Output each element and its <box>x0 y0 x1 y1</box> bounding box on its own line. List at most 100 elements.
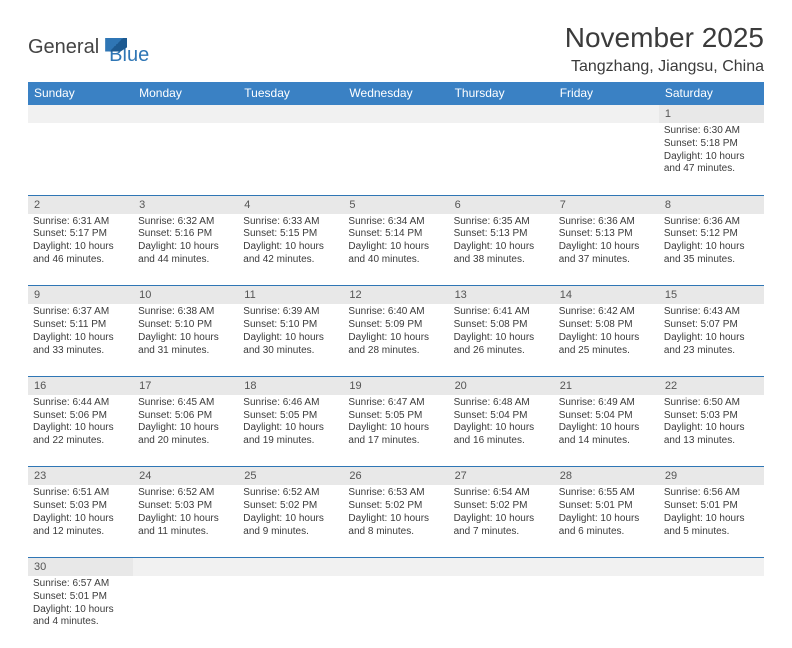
sunset-line: Sunset: 5:10 PM <box>138 319 233 332</box>
day-cell: Sunrise: 6:47 AMSunset: 5:05 PMDaylight:… <box>343 395 448 467</box>
daylight-line: Daylight: 10 hours and 33 minutes. <box>33 332 128 358</box>
sunset-line: Sunset: 5:04 PM <box>559 410 654 423</box>
sunrise-line: Sunrise: 6:42 AM <box>559 306 654 319</box>
day-number: 18 <box>244 380 256 392</box>
daynum-cell: 9 <box>28 286 133 305</box>
sunset-line: Sunset: 5:01 PM <box>559 500 654 513</box>
sunset-line: Sunset: 5:06 PM <box>138 410 233 423</box>
daynum-cell <box>449 557 554 576</box>
sunset-line: Sunset: 5:08 PM <box>559 319 654 332</box>
daylight-line: Daylight: 10 hours and 46 minutes. <box>33 241 128 267</box>
day-number: 3 <box>139 199 145 211</box>
sunset-line: Sunset: 5:12 PM <box>664 228 759 241</box>
sunrise-line: Sunrise: 6:46 AM <box>243 397 338 410</box>
daynum-cell: 22 <box>659 376 764 395</box>
info-row: Sunrise: 6:30 AMSunset: 5:18 PMDaylight:… <box>28 123 764 195</box>
calendar-table: Sunday Monday Tuesday Wednesday Thursday… <box>28 82 764 648</box>
daynum-cell <box>449 105 554 124</box>
sunset-line: Sunset: 5:08 PM <box>454 319 549 332</box>
daylight-line: Daylight: 10 hours and 9 minutes. <box>243 513 338 539</box>
sunset-line: Sunset: 5:02 PM <box>348 500 443 513</box>
daynum-cell: 2 <box>28 195 133 214</box>
day-number: 23 <box>34 470 46 482</box>
daylight-line: Daylight: 10 hours and 19 minutes. <box>243 422 338 448</box>
day-number: 26 <box>349 470 361 482</box>
sunset-line: Sunset: 5:03 PM <box>138 500 233 513</box>
day-number: 13 <box>455 289 467 301</box>
daynum-row: 9101112131415 <box>28 286 764 305</box>
day-cell: Sunrise: 6:35 AMSunset: 5:13 PMDaylight:… <box>449 214 554 286</box>
col-thursday: Thursday <box>449 82 554 105</box>
day-number: 8 <box>665 199 671 211</box>
sunrise-line: Sunrise: 6:56 AM <box>664 487 759 500</box>
day-number: 16 <box>34 380 46 392</box>
daylight-line: Daylight: 10 hours and 40 minutes. <box>348 241 443 267</box>
daynum-cell: 14 <box>554 286 659 305</box>
info-row: Sunrise: 6:37 AMSunset: 5:11 PMDaylight:… <box>28 304 764 376</box>
daylight-line: Daylight: 10 hours and 31 minutes. <box>138 332 233 358</box>
daynum-cell <box>659 557 764 576</box>
sunset-line: Sunset: 5:05 PM <box>348 410 443 423</box>
day-number: 19 <box>349 380 361 392</box>
sunrise-line: Sunrise: 6:53 AM <box>348 487 443 500</box>
col-monday: Monday <box>133 82 238 105</box>
daylight-line: Daylight: 10 hours and 23 minutes. <box>664 332 759 358</box>
sunset-line: Sunset: 5:10 PM <box>243 319 338 332</box>
day-cell: Sunrise: 6:52 AMSunset: 5:02 PMDaylight:… <box>238 485 343 557</box>
sunrise-line: Sunrise: 6:34 AM <box>348 216 443 229</box>
daylight-line: Daylight: 10 hours and 42 minutes. <box>243 241 338 267</box>
col-friday: Friday <box>554 82 659 105</box>
header: General Blue November 2025 Tangzhang, Ji… <box>28 22 764 76</box>
day-cell: Sunrise: 6:46 AMSunset: 5:05 PMDaylight:… <box>238 395 343 467</box>
day-cell: Sunrise: 6:50 AMSunset: 5:03 PMDaylight:… <box>659 395 764 467</box>
sunrise-line: Sunrise: 6:52 AM <box>138 487 233 500</box>
sunrise-line: Sunrise: 6:43 AM <box>664 306 759 319</box>
daynum-cell: 20 <box>449 376 554 395</box>
sunset-line: Sunset: 5:05 PM <box>243 410 338 423</box>
daynum-cell <box>238 557 343 576</box>
day-number: 15 <box>665 289 677 301</box>
sunset-line: Sunset: 5:04 PM <box>454 410 549 423</box>
daynum-cell: 25 <box>238 467 343 486</box>
daynum-row: 1 <box>28 105 764 124</box>
day-cell: Sunrise: 6:36 AMSunset: 5:13 PMDaylight:… <box>554 214 659 286</box>
daynum-cell: 11 <box>238 286 343 305</box>
day-cell: Sunrise: 6:52 AMSunset: 5:03 PMDaylight:… <box>133 485 238 557</box>
sunset-line: Sunset: 5:03 PM <box>33 500 128 513</box>
day-number: 17 <box>139 380 151 392</box>
day-cell <box>133 123 238 195</box>
daylight-line: Daylight: 10 hours and 13 minutes. <box>664 422 759 448</box>
daylight-line: Daylight: 10 hours and 30 minutes. <box>243 332 338 358</box>
day-cell: Sunrise: 6:34 AMSunset: 5:14 PMDaylight:… <box>343 214 448 286</box>
sunset-line: Sunset: 5:18 PM <box>664 138 759 151</box>
day-number: 12 <box>349 289 361 301</box>
sunrise-line: Sunrise: 6:38 AM <box>138 306 233 319</box>
day-cell: Sunrise: 6:33 AMSunset: 5:15 PMDaylight:… <box>238 214 343 286</box>
day-number: 9 <box>34 289 40 301</box>
day-cell <box>449 123 554 195</box>
daynum-cell: 28 <box>554 467 659 486</box>
sunset-line: Sunset: 5:06 PM <box>33 410 128 423</box>
daylight-line: Daylight: 10 hours and 5 minutes. <box>664 513 759 539</box>
sunset-line: Sunset: 5:07 PM <box>664 319 759 332</box>
day-number: 2 <box>34 199 40 211</box>
day-cell: Sunrise: 6:56 AMSunset: 5:01 PMDaylight:… <box>659 485 764 557</box>
daynum-cell: 15 <box>659 286 764 305</box>
day-number: 30 <box>34 561 46 573</box>
sunrise-line: Sunrise: 6:31 AM <box>33 216 128 229</box>
sunrise-line: Sunrise: 6:47 AM <box>348 397 443 410</box>
day-number: 6 <box>455 199 461 211</box>
day-number: 24 <box>139 470 151 482</box>
day-number: 20 <box>455 380 467 392</box>
sunset-line: Sunset: 5:01 PM <box>664 500 759 513</box>
daynum-row: 30 <box>28 557 764 576</box>
daynum-cell: 1 <box>659 105 764 124</box>
day-number: 7 <box>560 199 566 211</box>
day-number: 21 <box>560 380 572 392</box>
day-cell: Sunrise: 6:32 AMSunset: 5:16 PMDaylight:… <box>133 214 238 286</box>
sunrise-line: Sunrise: 6:36 AM <box>664 216 759 229</box>
day-cell: Sunrise: 6:37 AMSunset: 5:11 PMDaylight:… <box>28 304 133 376</box>
daylight-line: Daylight: 10 hours and 11 minutes. <box>138 513 233 539</box>
daylight-line: Daylight: 10 hours and 28 minutes. <box>348 332 443 358</box>
daylight-line: Daylight: 10 hours and 25 minutes. <box>559 332 654 358</box>
